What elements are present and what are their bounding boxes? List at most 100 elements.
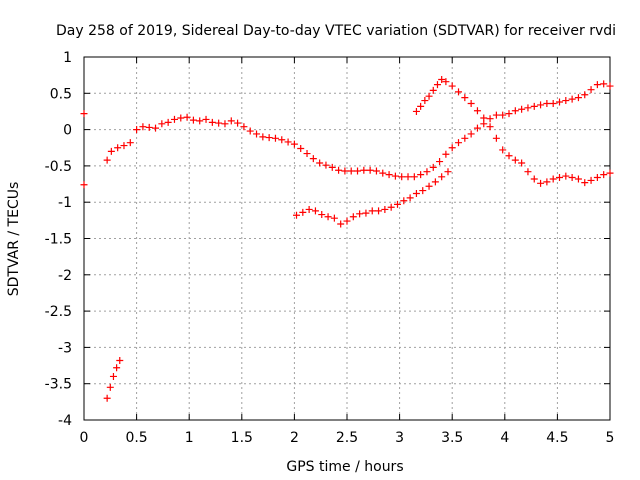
data-point-track-c (322, 161, 330, 169)
data-point-track-d (412, 189, 420, 197)
data-point-track-c (556, 98, 564, 106)
data-point-track-c (265, 134, 273, 142)
data-point-track-c (170, 115, 178, 123)
data-point-track-c (518, 105, 526, 113)
data-point-track-e (486, 123, 494, 131)
data-point-track-c (227, 117, 235, 125)
x-tick-label: 3.5 (441, 430, 463, 446)
data-point-track-e (543, 178, 551, 186)
y-tick-label: -4 (58, 413, 72, 429)
data-point-track-d (318, 211, 326, 219)
axis-ticks (83, 56, 611, 421)
data-point-track-c (354, 167, 362, 175)
y-tick-label: 1 (63, 50, 72, 66)
data-point-track-e (587, 176, 595, 184)
data-point-track-c (423, 168, 431, 176)
x-tick-label: 4 (500, 430, 509, 446)
data-point-track-c (543, 99, 551, 107)
data-point-track-d (406, 194, 414, 202)
data-point-track-e (412, 107, 420, 115)
data-points (80, 76, 614, 402)
data-point-track-e (417, 102, 425, 110)
x-tick-label: 5 (606, 430, 615, 446)
data-point-track-c (303, 150, 311, 158)
data-point-track-c (133, 126, 141, 134)
data-point-track-e (562, 172, 570, 180)
y-axis-label: SDTVAR / TECUs (6, 182, 22, 297)
data-point-track-d (425, 182, 433, 190)
data-point-track-d (337, 220, 345, 228)
data-point-track-c (473, 124, 481, 132)
data-point-track-c (606, 82, 614, 90)
data-point-track-b (103, 394, 111, 402)
x-tick-label: 2.5 (336, 430, 358, 446)
data-point-track-d (431, 178, 439, 186)
data-point-track-a (80, 110, 88, 118)
data-point-track-e (480, 114, 488, 122)
data-point-track-c (410, 173, 418, 181)
data-point-track-c (524, 104, 532, 112)
data-point-track-c (278, 136, 286, 144)
data-point-track-c (600, 80, 608, 88)
chart-title: Day 258 of 2019, Sidereal Day-to-day VTE… (56, 23, 616, 39)
data-point-track-c (240, 123, 248, 131)
data-point-track-c (372, 167, 380, 175)
data-point-track-c (366, 166, 374, 174)
data-point-track-d (400, 197, 408, 205)
data-point-track-b (113, 364, 121, 372)
data-point-track-e (467, 99, 475, 107)
data-point-track-d (299, 208, 307, 216)
data-point-track-e (492, 134, 500, 142)
data-point-track-c (455, 139, 463, 147)
data-point-track-d (393, 200, 401, 208)
data-point-track-e (505, 152, 513, 160)
data-point-track-c (499, 111, 507, 119)
y-tick-label: -1.5 (45, 232, 72, 248)
data-point-track-e (568, 174, 576, 182)
x-tick-label: 0 (80, 430, 89, 446)
data-point-track-c (189, 116, 197, 124)
data-point-track-e (461, 94, 469, 102)
data-point-track-c (417, 171, 425, 179)
data-point-track-c (341, 167, 349, 175)
data-point-track-c (202, 115, 210, 123)
data-point-track-d (349, 213, 357, 221)
data-point-track-e (499, 146, 507, 154)
data-point-track-d (419, 187, 427, 195)
data-point-track-b (116, 356, 124, 364)
data-point-track-e (421, 97, 429, 105)
y-tick-label: -2.5 (45, 304, 72, 320)
data-point-track-c (404, 173, 412, 181)
data-point-track-e (556, 174, 564, 182)
data-point-track-c (581, 91, 589, 99)
data-point-track-c (152, 124, 160, 132)
data-point-track-c (328, 163, 336, 171)
y-tick-label: 0 (63, 123, 72, 139)
data-point-track-c (246, 127, 254, 135)
data-point-track-d (381, 205, 389, 213)
data-point-track-c (568, 95, 576, 103)
y-tick-label: -3 (58, 340, 72, 356)
data-point-track-e (593, 174, 601, 182)
data-point-track-e (600, 171, 608, 179)
data-point-track-e (473, 107, 481, 115)
data-point-track-c (221, 120, 229, 128)
data-point-track-c (290, 140, 298, 148)
data-point-track-c (461, 134, 469, 142)
data-point-track-c (347, 167, 355, 175)
data-point-track-c (208, 118, 216, 126)
data-point-track-c (574, 94, 582, 102)
tick-labels: 0 0.5 1 1.5 2 2.5 3 3.5 4 4.5 5 1 0.5 0 -0.5 -1 -1.5 -2 -2… (45, 50, 615, 446)
data-point-track-c (360, 166, 368, 174)
x-tick-label: 0.5 (125, 430, 147, 446)
data-point-track-e (524, 168, 532, 176)
data-point-track-c (379, 169, 387, 177)
data-point-track-c (587, 86, 595, 94)
data-point-track-e (606, 169, 614, 177)
y-tick-label: -2 (58, 268, 72, 284)
data-point-track-d (324, 213, 332, 221)
data-point-track-d (368, 207, 376, 215)
data-point-track-c (145, 123, 153, 131)
data-point-track-d (387, 203, 395, 211)
